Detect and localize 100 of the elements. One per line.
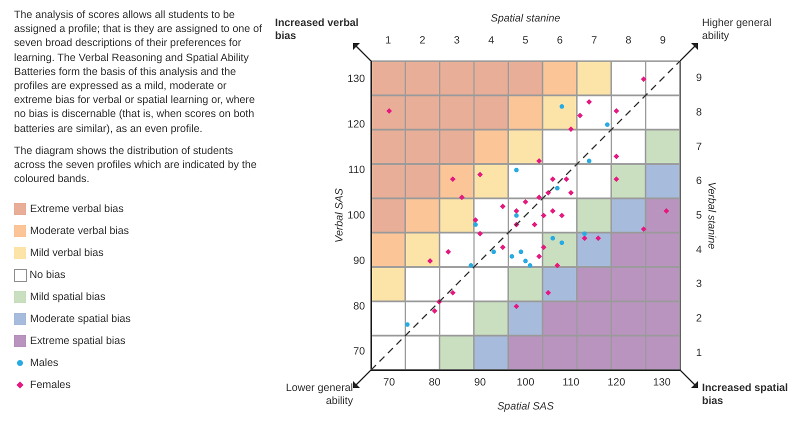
point [550,176,556,182]
y-tick-label: 8 [696,106,702,118]
y-tick-label: 100 [347,209,366,222]
y-tick-label: 70 [353,346,366,358]
point [640,76,646,82]
x-tick-label: 2 [420,34,426,47]
point [450,176,456,182]
text: Increased verbal bias [275,17,360,43]
y-axis-title: Verbal stanine [706,182,718,250]
point [564,176,570,182]
x-tick-label: 130 [652,376,671,388]
x-tick-label: 110 [562,376,580,388]
x-tick-label: 4 [488,34,494,47]
point [560,104,564,109]
y-tick-label: 6 [696,175,702,188]
point [568,126,574,132]
point [514,208,520,214]
point [559,212,565,218]
y-tick-label: 110 [348,164,366,176]
point [577,112,583,118]
point [540,244,546,250]
point [522,199,528,205]
point [459,194,465,200]
legend-label: Extreme spatial bias [30,334,126,349]
point [472,217,478,223]
point [614,176,620,182]
point [640,226,646,232]
text: The analysis of scores allows all students to be assigned a profile; that is they are assigned to one of seven broad descriptions of their preferences for learning. The Verbal Reasoning and Spatial Ability Batteries form the basis of this analysis and the profiles are expressed as a mild, moderate or extreme bias for verbal or spatial learning or, where no bias is discernable (that is, when scores on both batteries are similar), as an even profile. [14,9,262,135]
x-tick-label: 120 [608,376,626,388]
y-tick-label: 4 [696,244,702,256]
x-tick-label: 5 [522,34,529,47]
y-tick-label: 3 [696,278,702,290]
y-tick-label: 1 [696,346,702,359]
point [477,172,483,178]
text: Higher general ability [702,17,772,43]
legend-label: Mild spatial bias [30,290,106,305]
x-tick-label: 80 [428,376,441,388]
x-tick-label: 9 [660,34,666,47]
text: The diagram shows the distribution of students across the seven profiles which are indicated by the coloured bands. [14,144,258,186]
point [550,236,556,241]
point [582,235,588,242]
x-tick-label: 1 [385,34,392,47]
point [614,154,620,160]
legend-label: Moderate verbal bias [30,224,129,239]
point [500,204,506,210]
x-axis-title: Spatial SAS [497,400,554,413]
point [514,213,519,218]
y-tick-label: 9 [696,72,702,84]
legend-label: Females [30,378,71,393]
point [540,212,546,218]
point [545,190,552,196]
y-tick-label: 90 [353,254,366,267]
point [473,222,478,227]
point [386,108,392,114]
point [545,290,552,296]
point [427,258,433,264]
point [491,250,496,254]
x-tick-label: 6 [556,34,563,47]
point [536,158,542,164]
point [514,304,520,310]
point [500,244,506,250]
point [586,99,592,105]
point [560,240,564,246]
point [614,108,620,114]
point [405,322,410,327]
point [568,190,574,196]
legend-label: Males [30,356,58,371]
point [514,168,519,172]
y-tick-label: 120 [347,118,366,131]
point [532,222,538,228]
x-tick-label: 100 [516,376,534,388]
point [604,122,610,127]
x-axis-title: Spatial stanine [490,12,560,24]
legend-label: No bias [30,268,66,283]
text: Increased spatial bias [702,382,789,408]
point [468,263,474,268]
point [450,290,456,296]
legend-label: Extreme verbal bias [30,202,124,217]
point [445,249,452,255]
point [582,231,587,236]
x-tick-label: 3 [454,34,460,47]
point [477,230,483,236]
y-tick-label: 80 [353,300,366,312]
x-tick-label: 7 [591,34,598,47]
text: Lower general ability [284,382,353,408]
y-tick-label: 130 [347,73,366,86]
point [536,254,542,260]
point [554,262,560,268]
y-axis-title: Verbal SAS [333,188,346,243]
point [510,254,514,259]
point [523,258,528,264]
legend-label: Mild verbal bias [30,246,104,261]
x-tick-label: 70 [383,376,396,388]
point [528,263,532,268]
x-tick-label: 8 [626,34,632,47]
x-tick-label: 90 [474,376,486,388]
legend-label: Moderate spatial bias [30,312,131,327]
point [518,250,524,254]
y-tick-label: 7 [696,140,702,153]
y-tick-label: 2 [696,312,702,324]
